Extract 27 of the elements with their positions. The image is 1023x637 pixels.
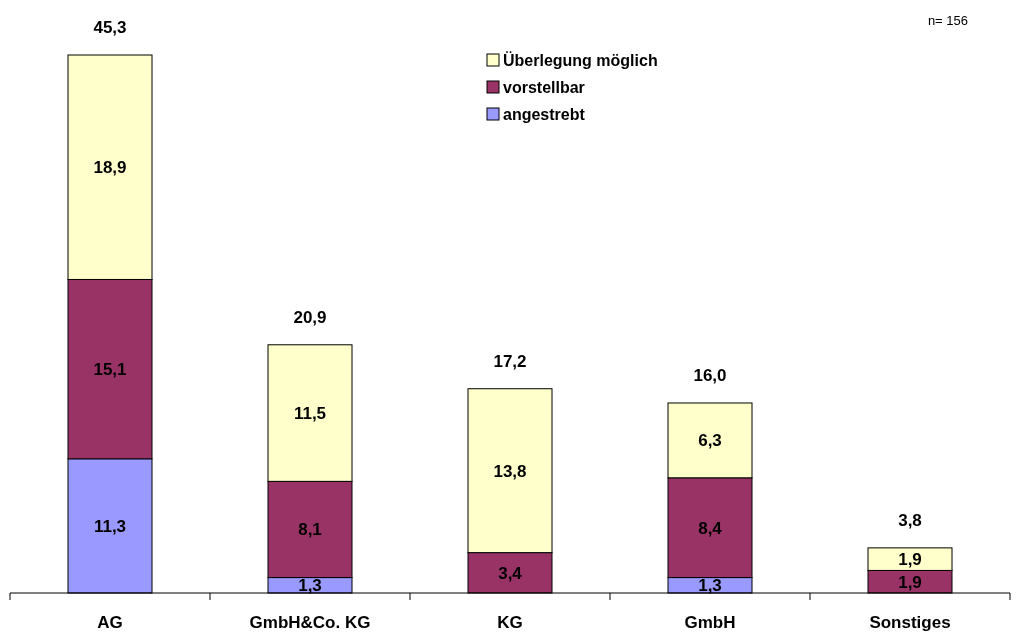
x-tick-label: GmbH&Co. KG: [249, 613, 371, 632]
x-tick-label: AG: [97, 613, 123, 632]
legend-label: Überlegung möglich: [503, 50, 658, 69]
data-label: 1,3: [698, 576, 722, 596]
data-label: 15,1: [93, 360, 127, 380]
data-label: 11,3: [93, 516, 127, 536]
legend-label: vorstellbar: [503, 78, 585, 96]
total-label: 17,2: [493, 351, 527, 371]
data-label: 13,8: [493, 461, 527, 481]
data-label: 8,1: [298, 520, 322, 540]
x-tick-label: GmbH: [684, 613, 736, 632]
data-label: 1,9: [898, 550, 922, 570]
data-label: 1,9: [898, 572, 922, 592]
data-label: 18,9: [93, 158, 127, 178]
x-tick-label: Sonstiges: [869, 613, 951, 632]
x-tick-label: KG: [497, 613, 523, 632]
data-label: 3,4: [498, 563, 523, 583]
text: n= 156: [927, 13, 968, 28]
total-label: 16,0: [693, 365, 727, 385]
total-label: 3,8: [898, 510, 922, 530]
data-label: 1,3: [298, 576, 322, 596]
data-label: 6,3: [698, 431, 722, 451]
total-label: 45,3: [93, 18, 127, 37]
total-label: 20,9: [293, 307, 327, 327]
data-label: 11,5: [293, 404, 327, 424]
data-label: 8,4: [698, 518, 723, 538]
legend-label: angestrebt: [503, 105, 586, 123]
